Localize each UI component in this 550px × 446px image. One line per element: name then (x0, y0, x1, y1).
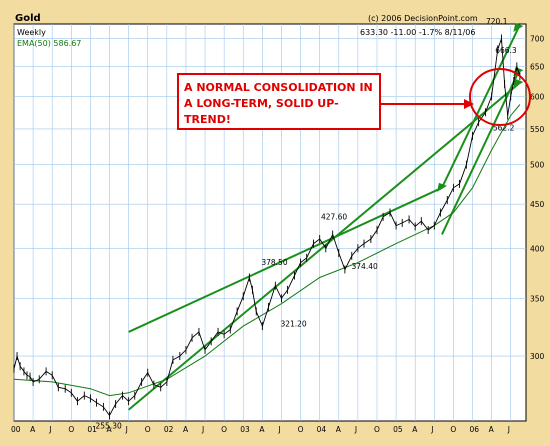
x-tick-label: J (507, 425, 510, 434)
x-tick-label: A (412, 425, 418, 434)
x-tick-label: A (336, 425, 342, 434)
chart-subtitle: Weekly (17, 28, 46, 37)
x-tick-label: J (430, 425, 433, 434)
price-label: 378.50 (261, 258, 287, 267)
chart-marks: 255.30 378.50 321.20 427.60 374.40 720.1 666.3… (13, 17, 524, 431)
ema-legend: EMA(50) 586.67 (17, 39, 81, 48)
y-tick-label: 450 (530, 200, 545, 209)
x-tick-label: J (201, 425, 204, 434)
x-tick-label: 02 (164, 425, 174, 434)
x-tick-label: O (145, 425, 151, 434)
x-tick-label: A (489, 425, 495, 434)
x-tick-label: J (48, 425, 51, 434)
price-label: 562.2 (493, 124, 515, 133)
price-label: 666.3 (495, 46, 517, 55)
trendline (441, 71, 520, 235)
y-tick-label: 300 (530, 352, 545, 361)
y-tick-label: 700 (530, 35, 545, 44)
ema-line (13, 104, 521, 397)
trendline (441, 27, 520, 189)
x-tick-label: A (30, 425, 36, 434)
price-label: 720.1 (486, 17, 508, 26)
x-tick-label: A (107, 425, 113, 434)
x-tick-label: O (68, 425, 74, 434)
y-tick-label: 550 (530, 125, 545, 134)
x-tick-label: 04 (317, 425, 327, 434)
trendline-arrowhead (436, 182, 447, 192)
quote-text: 633.30 -11.00 -1.7% 8/11/06 (360, 28, 475, 37)
y-tick-label: 600 (530, 92, 545, 101)
annotation-arrow-head (464, 99, 474, 109)
x-tick-label: O (374, 425, 380, 434)
price-label: 374.40 (352, 262, 378, 271)
annotation-box (177, 73, 381, 130)
y-tick-label: 500 (530, 161, 545, 170)
highlight-circle (469, 68, 531, 126)
x-tick-label: O (450, 425, 456, 434)
chart-title: Gold (15, 13, 41, 24)
annotation-line-2: A LONG-TERM, SOLID UP- (184, 97, 339, 110)
trendline-arrowhead (513, 23, 524, 32)
x-tick-label: 01 (87, 425, 97, 434)
annotation-line-3: TREND! (184, 113, 231, 126)
price-label: 427.60 (321, 212, 347, 221)
price-label: 321.20 (280, 320, 306, 329)
x-tick-label: 03 (240, 425, 250, 434)
price-label: 255.30 (96, 422, 122, 431)
x-tick-label: 05 (393, 425, 403, 434)
trendline (127, 83, 519, 411)
y-tick-label: 400 (530, 244, 545, 253)
annotation-line-1: A NORMAL CONSOLIDATION IN (184, 81, 373, 94)
copyright-text: (c) 2006 DecisionPoint.com (368, 14, 478, 23)
x-tick-label: A (259, 425, 265, 434)
price-line (13, 38, 521, 417)
y-tick-label: 650 (530, 62, 545, 71)
y-tick-label: 350 (530, 294, 545, 303)
x-tick-label: 00 (11, 425, 21, 434)
x-tick-label: A (183, 425, 189, 434)
x-tick-label: 06 (470, 425, 480, 434)
x-tick-label: J (125, 425, 128, 434)
x-tick-label: O (298, 425, 304, 434)
x-tick-label: O (221, 425, 227, 434)
grid: 300 350 400 450 500 550 600 650 700 00 A J O 01 A J O 02 A… (11, 24, 545, 434)
x-tick-label: J (354, 425, 357, 434)
trendline-arrowhead (513, 79, 524, 89)
x-tick-label: J (277, 425, 280, 434)
